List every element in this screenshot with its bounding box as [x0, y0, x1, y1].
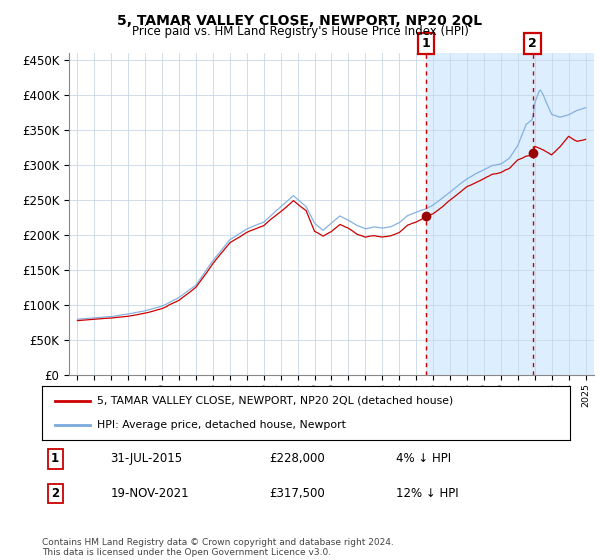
Text: 12% ↓ HPI: 12% ↓ HPI: [396, 487, 458, 500]
Text: 2: 2: [51, 487, 59, 500]
Text: 1: 1: [422, 37, 430, 50]
Text: 5, TAMAR VALLEY CLOSE, NEWPORT, NP20 2QL (detached house): 5, TAMAR VALLEY CLOSE, NEWPORT, NP20 2QL…: [97, 396, 454, 406]
Text: Contains HM Land Registry data © Crown copyright and database right 2024.
This d: Contains HM Land Registry data © Crown c…: [42, 538, 394, 557]
Text: 4% ↓ HPI: 4% ↓ HPI: [396, 452, 451, 465]
Text: 2: 2: [529, 37, 537, 50]
Text: Price paid vs. HM Land Registry's House Price Index (HPI): Price paid vs. HM Land Registry's House …: [131, 25, 469, 38]
Text: £228,000: £228,000: [269, 452, 325, 465]
Text: 1: 1: [51, 452, 59, 465]
Text: £317,500: £317,500: [269, 487, 325, 500]
Text: 5, TAMAR VALLEY CLOSE, NEWPORT, NP20 2QL: 5, TAMAR VALLEY CLOSE, NEWPORT, NP20 2QL: [118, 14, 482, 28]
Text: 19-NOV-2021: 19-NOV-2021: [110, 487, 189, 500]
Text: 31-JUL-2015: 31-JUL-2015: [110, 452, 183, 465]
Bar: [426, 53, 594, 375]
Text: HPI: Average price, detached house, Newport: HPI: Average price, detached house, Newp…: [97, 420, 346, 430]
